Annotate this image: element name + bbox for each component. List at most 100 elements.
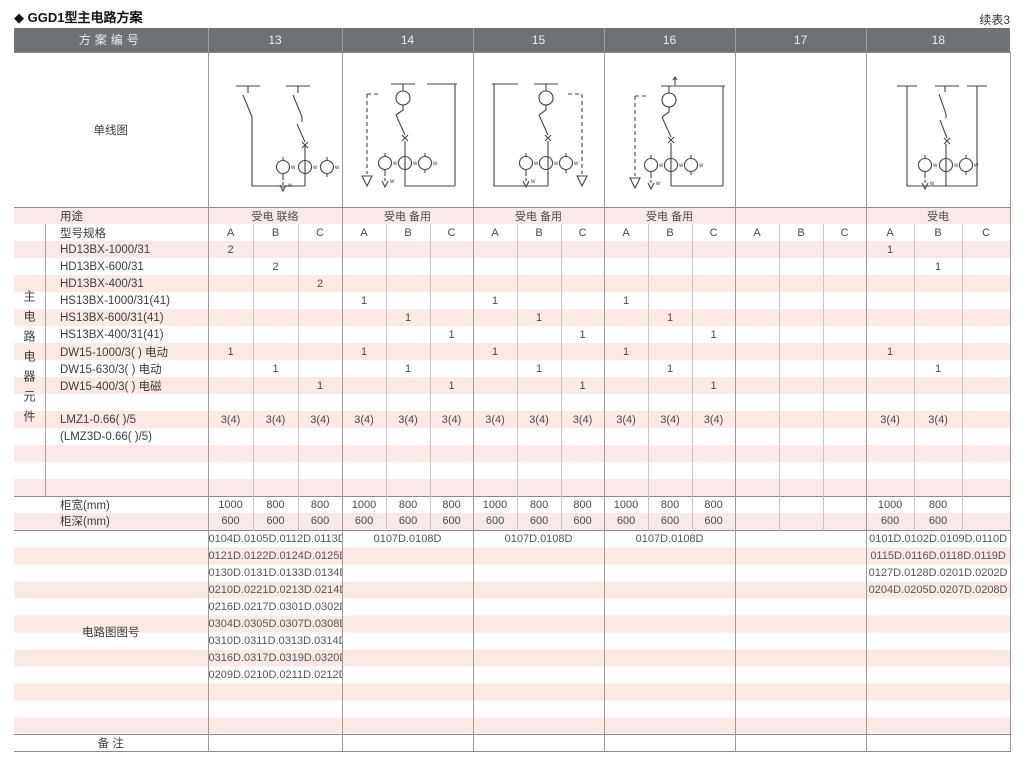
value-cell: A bbox=[208, 224, 254, 241]
phase-header-row: 型号规格 A B C A B C A B C A B C A B C A B C bbox=[14, 224, 1011, 241]
value-cell bbox=[386, 462, 431, 479]
value-cell bbox=[735, 495, 780, 513]
value-cell bbox=[208, 428, 254, 445]
value-cell bbox=[561, 309, 605, 326]
value-cell: 3(4) bbox=[253, 411, 299, 428]
value-cell bbox=[298, 292, 343, 309]
value-cell bbox=[779, 445, 824, 462]
drawing-number-row: 电路图图号 0104D.0105D.0112D.0113D 0121D.0122D.… bbox=[14, 529, 1011, 734]
value-cell bbox=[823, 411, 867, 428]
value-cell bbox=[208, 394, 254, 411]
value-cell: 600 bbox=[914, 513, 963, 530]
value-cell bbox=[604, 275, 649, 292]
value-cell bbox=[517, 394, 562, 411]
diagram-cell: w w w w bbox=[604, 52, 736, 208]
value-cell bbox=[779, 326, 824, 343]
value-cell: 800 bbox=[298, 495, 343, 513]
component-row: HD13BX-600/31 2 1 bbox=[14, 258, 1011, 275]
single-line-diagram-15: w w w w bbox=[491, 82, 588, 188]
value-cell bbox=[561, 428, 605, 445]
value-cell bbox=[298, 258, 343, 275]
svg-text:w: w bbox=[412, 161, 418, 167]
value-cell bbox=[561, 292, 605, 309]
value-cell bbox=[914, 343, 963, 360]
value-cell: 1 bbox=[253, 360, 299, 377]
component-row: LMZ1-0.66( )/5 3(4) 3(4) 3(4) 3(4) 3(4) 3(4) 3(… bbox=[14, 411, 1011, 428]
value-cell bbox=[962, 394, 1011, 411]
value-cell bbox=[208, 326, 254, 343]
value-cell bbox=[517, 258, 562, 275]
value-cell bbox=[430, 445, 474, 462]
value-cell: A bbox=[604, 224, 649, 241]
value-cell: 600 bbox=[866, 513, 915, 530]
value-cell bbox=[253, 394, 299, 411]
value-cell bbox=[735, 394, 780, 411]
value-cell bbox=[962, 428, 1011, 445]
value-cell bbox=[298, 394, 343, 411]
value-cell bbox=[823, 309, 867, 326]
value-cell bbox=[735, 411, 780, 428]
row-label: (LMZ3D-0.66( )/5) bbox=[14, 428, 209, 445]
value-cell: 600 bbox=[253, 513, 299, 530]
value-cell: 3(4) bbox=[561, 411, 605, 428]
value-cell bbox=[962, 326, 1011, 343]
value-cell: 1 bbox=[430, 326, 474, 343]
component-row: DW15-1000/3( ) 电动 1 1 1 1 1 bbox=[14, 343, 1011, 360]
component-row: HS13BX-600/31(41) 1 1 1 bbox=[14, 309, 1011, 326]
value-cell bbox=[735, 275, 780, 292]
value-cell bbox=[779, 377, 824, 394]
svg-text:w: w bbox=[312, 165, 318, 171]
value-cell bbox=[962, 360, 1011, 377]
value-cell bbox=[342, 445, 387, 462]
drawing-number-line: 0107D.0108D bbox=[635, 532, 704, 545]
value-cell bbox=[430, 428, 474, 445]
value-cell: 1 bbox=[648, 309, 693, 326]
value-cell bbox=[648, 275, 693, 292]
value-cell bbox=[648, 241, 693, 258]
value-cell: 1 bbox=[208, 343, 254, 360]
value-cell: 800 bbox=[561, 495, 605, 513]
value-cell bbox=[692, 258, 736, 275]
value-cell bbox=[779, 343, 824, 360]
value-cell bbox=[386, 275, 431, 292]
value-cell bbox=[823, 258, 867, 275]
value-cell bbox=[914, 292, 963, 309]
value-cell: 600 bbox=[473, 513, 518, 530]
component-row: DW15-400/3( ) 电磁 1 1 1 1 bbox=[14, 377, 1011, 394]
svg-text:w: w bbox=[953, 163, 959, 169]
value-cell bbox=[962, 309, 1011, 326]
value-cell bbox=[430, 309, 474, 326]
value-cell: 3(4) bbox=[866, 411, 915, 428]
svg-text:w: w bbox=[698, 163, 704, 169]
value-cell bbox=[735, 479, 780, 496]
value-cell bbox=[253, 343, 299, 360]
row-label: HS13BX-400/31(41) bbox=[14, 326, 209, 343]
value-cell: 1 bbox=[604, 292, 649, 309]
value-cell bbox=[779, 462, 824, 479]
value-cell bbox=[962, 495, 1011, 513]
row-label bbox=[14, 394, 209, 411]
value-cell: 1 bbox=[473, 343, 518, 360]
value-cell bbox=[517, 428, 562, 445]
value-cell bbox=[735, 258, 780, 275]
value-cell: 600 bbox=[648, 513, 693, 530]
value-cell: C bbox=[692, 224, 736, 241]
value-cell bbox=[561, 275, 605, 292]
value-cell bbox=[342, 326, 387, 343]
value-cell bbox=[473, 275, 518, 292]
value-cell bbox=[866, 275, 915, 292]
value-cell bbox=[604, 445, 649, 462]
value-cell bbox=[914, 445, 963, 462]
drawing-number-line: 0216D.0217D.0301D.0302D bbox=[208, 600, 343, 613]
value-cell bbox=[648, 326, 693, 343]
value-cell bbox=[208, 292, 254, 309]
value-cell bbox=[430, 275, 474, 292]
value-cell bbox=[473, 377, 518, 394]
value-cell bbox=[473, 309, 518, 326]
value-cell bbox=[208, 377, 254, 394]
value-cell bbox=[692, 428, 736, 445]
value-cell bbox=[298, 309, 343, 326]
row-label: HS13BX-1000/31(41) bbox=[14, 292, 209, 309]
purpose-cell: 受电 联络 bbox=[208, 207, 343, 224]
value-cell bbox=[208, 258, 254, 275]
